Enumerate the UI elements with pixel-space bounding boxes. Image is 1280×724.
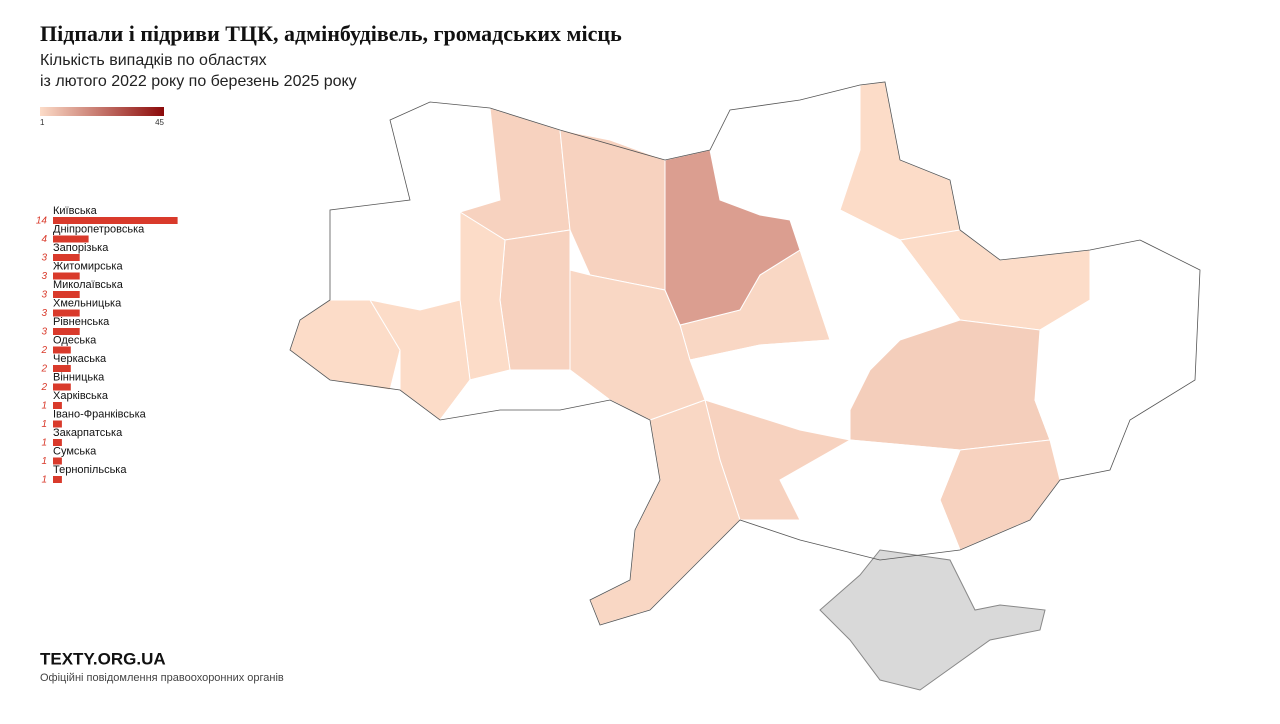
bar bbox=[53, 439, 62, 446]
bar-label: Тернопільська bbox=[53, 464, 127, 476]
region bbox=[939, 439, 1061, 551]
bar-label: Київська bbox=[53, 205, 98, 217]
border bbox=[289, 81, 1201, 626]
chart-title: Підпали і підриви ТЦК, адмінбудівель, гр… bbox=[40, 21, 622, 46]
bar bbox=[53, 420, 62, 428]
bar bbox=[53, 457, 62, 465]
region bbox=[819, 549, 1046, 691]
bar-label: Хмельницька bbox=[53, 297, 122, 309]
value-label: 1 bbox=[41, 456, 47, 467]
region bbox=[664, 149, 801, 326]
bar bbox=[53, 365, 71, 372]
value-label: 3 bbox=[41, 327, 47, 338]
bar-label: Харківська bbox=[53, 390, 109, 402]
bar-label: Івано-Франківська bbox=[53, 408, 147, 420]
bar-label: Миколаївська bbox=[53, 279, 124, 291]
value-label: 2 bbox=[40, 382, 47, 393]
color-legend bbox=[40, 107, 164, 116]
value-label: 4 bbox=[41, 234, 47, 245]
bar bbox=[53, 254, 80, 261]
bar bbox=[53, 402, 62, 409]
bar bbox=[53, 328, 80, 335]
region bbox=[499, 229, 571, 371]
bar-label: Закарпатська bbox=[53, 427, 123, 439]
value-label: 3 bbox=[41, 271, 47, 282]
bar bbox=[53, 383, 71, 391]
value-label: 2 bbox=[40, 345, 47, 356]
bar-label: Рівненська bbox=[53, 316, 110, 328]
value-label: 1 bbox=[41, 401, 47, 412]
region bbox=[559, 129, 666, 291]
value-label: 3 bbox=[41, 308, 47, 319]
bar-label: Житомирська bbox=[53, 260, 123, 272]
brand: TEXTY.ORG.UA bbox=[40, 649, 166, 668]
bar-label: Запорізька bbox=[53, 242, 109, 254]
legend-max: 45 bbox=[155, 118, 164, 127]
bar-label: Черкаська bbox=[53, 353, 107, 365]
region bbox=[329, 199, 461, 311]
region bbox=[389, 101, 501, 213]
bar-label: Одеська bbox=[53, 334, 97, 346]
value-label: 1 bbox=[41, 438, 47, 449]
legend-min: 1 bbox=[40, 118, 45, 127]
value-label: 1 bbox=[41, 475, 47, 486]
bar bbox=[53, 291, 80, 298]
value-label: 14 bbox=[36, 216, 48, 227]
bar bbox=[53, 309, 80, 317]
subtitle: Кількість випадків по областях bbox=[40, 52, 267, 69]
bar bbox=[53, 217, 178, 224]
value-label: 3 bbox=[41, 253, 47, 264]
bar bbox=[53, 346, 71, 354]
subtitle: із лютого 2022 року по березень 2025 рок… bbox=[40, 73, 357, 90]
bar-label: Дніпропетровська bbox=[53, 223, 145, 235]
source: Офіційні повідомлення правоохоронних орг… bbox=[40, 672, 284, 684]
bar bbox=[53, 235, 89, 243]
bar bbox=[53, 272, 80, 280]
value-label: 2 bbox=[40, 364, 47, 375]
bar-label: Сумська bbox=[53, 445, 97, 457]
bar bbox=[53, 476, 62, 483]
bar-label: Вінницька bbox=[53, 371, 105, 383]
value-label: 3 bbox=[41, 290, 47, 301]
value-label: 1 bbox=[41, 419, 47, 430]
